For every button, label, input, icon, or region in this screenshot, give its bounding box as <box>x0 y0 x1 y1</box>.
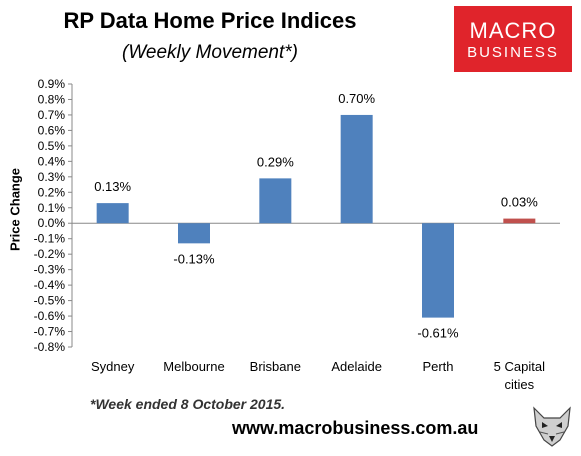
y-tick-label: 0.6% <box>38 123 66 137</box>
bar <box>503 218 536 224</box>
y-tick-label: 0.5% <box>38 139 66 153</box>
bar <box>96 203 129 224</box>
macrobusiness-logo: MACRO BUSINESS <box>454 6 572 72</box>
y-tick-label: -0.5% <box>34 294 66 308</box>
data-label: -0.61% <box>417 326 459 341</box>
category-label: Sydney <box>91 359 135 374</box>
category-label: Perth <box>422 359 453 374</box>
y-tick-label: 0.4% <box>38 154 66 168</box>
y-tick-label: 0.3% <box>38 170 66 184</box>
y-tick-label: -0.1% <box>34 232 66 246</box>
y-tick-label: -0.4% <box>34 278 66 292</box>
wolf-head-icon <box>533 406 571 447</box>
y-tick-label: 0.2% <box>38 185 66 199</box>
data-label: -0.13% <box>173 251 215 266</box>
category-label: Melbourne <box>163 359 224 374</box>
y-tick-label: 0.8% <box>38 92 66 106</box>
category-label: Brisbane <box>250 359 301 374</box>
data-label: 0.29% <box>257 154 294 169</box>
bar <box>259 178 292 224</box>
category-label: 5 Capital cities <box>494 359 545 392</box>
bar <box>340 114 373 224</box>
category-label: Adelaide <box>331 359 382 374</box>
y-tick-label: -0.3% <box>34 263 66 277</box>
y-tick-label: 0.1% <box>38 201 66 215</box>
logo-line1: MACRO <box>469 18 557 43</box>
y-tick-label: -0.2% <box>34 247 66 261</box>
bar <box>178 223 210 244</box>
chart-title: RP Data Home Price Indices <box>63 8 357 33</box>
y-tick-label: 0.7% <box>38 108 66 122</box>
logo-line2: BUSINESS <box>467 44 559 61</box>
y-tick-label: 0.9% <box>38 77 66 91</box>
y-tick-label: 0.0% <box>38 216 66 230</box>
data-label: 0.13% <box>94 179 131 194</box>
data-label: 0.70% <box>338 91 375 106</box>
y-tick-label: -0.6% <box>34 309 66 323</box>
chart-subtitle: (Weekly Movement*) <box>122 42 298 63</box>
y-tick-label: -0.8% <box>34 340 66 354</box>
data-label: 0.03% <box>501 195 538 210</box>
y-tick-label: -0.7% <box>34 325 66 339</box>
bar <box>422 223 454 318</box>
website-url: www.macrobusiness.com.au <box>232 418 479 438</box>
footnote: *Week ended 8 October 2015. <box>90 396 286 412</box>
